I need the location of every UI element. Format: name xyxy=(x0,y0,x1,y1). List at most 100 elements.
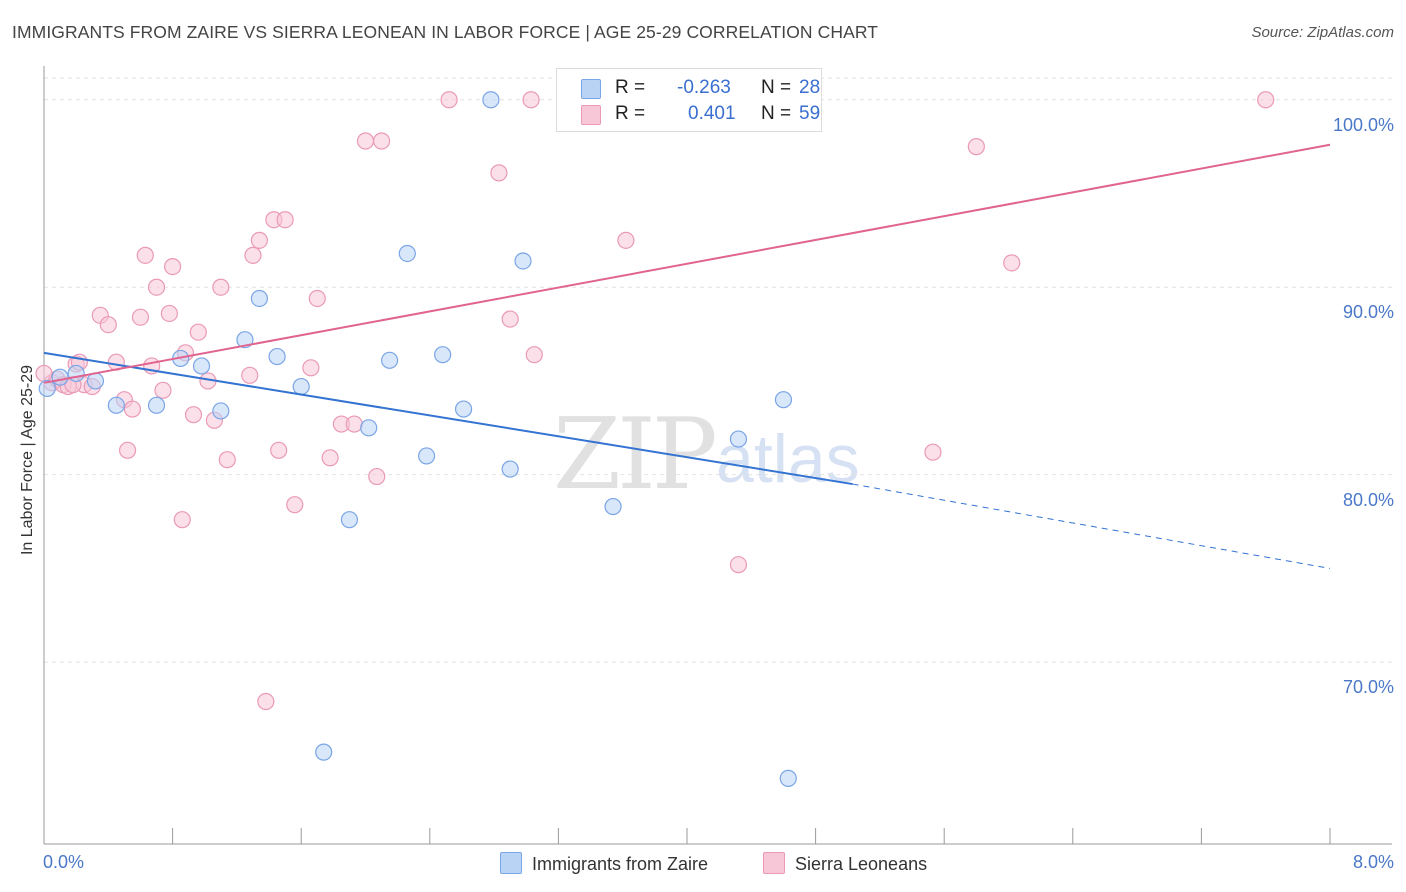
sierra-leonean-point xyxy=(490,164,508,182)
sierra-leonean-point xyxy=(501,310,519,328)
sierra-leone-r-value: 0.401 xyxy=(688,103,736,124)
zaire-swatch xyxy=(581,79,601,99)
zaire-legend-label: Immigrants from Zaire xyxy=(532,854,709,874)
sierra-leonean-point xyxy=(302,359,320,377)
zaire-point xyxy=(67,364,85,383)
sierra-leonean-point xyxy=(525,346,543,364)
zaire-legend-swatch xyxy=(500,852,522,874)
sierra-leonean-point xyxy=(924,443,942,461)
sierra-leonean-points xyxy=(35,91,1275,711)
sierra-leonean-point xyxy=(131,308,150,326)
zaire-n-value: 28 xyxy=(799,77,821,98)
zaire-point xyxy=(315,743,333,761)
sierra-leonean-point xyxy=(729,556,748,574)
y-tick-label: 80.0% xyxy=(1342,489,1394,510)
zaire-point xyxy=(360,419,378,437)
sierra-leonean-point xyxy=(173,511,191,529)
sierra-leonean-point xyxy=(123,400,142,418)
zaire-point xyxy=(434,346,452,364)
sierra-leonean-point xyxy=(147,278,166,296)
zaire-points xyxy=(38,91,797,787)
chart-title: IMMIGRANTS FROM ZAIRE VS SIERRA LEONEAN … xyxy=(12,22,879,42)
r-label: R = xyxy=(615,103,646,124)
sierra-leonean-point xyxy=(321,449,339,467)
sierra-leonean-point xyxy=(270,441,288,459)
zaire-point xyxy=(501,460,519,478)
zaire-point xyxy=(381,351,399,369)
sierra-leonean-point xyxy=(160,304,178,323)
sierra-leonean-point xyxy=(440,91,458,109)
sierra-leonean-point xyxy=(99,316,117,334)
sierra-leonean-point xyxy=(257,692,275,711)
sierra-leonean-point xyxy=(1003,254,1021,272)
zaire-point xyxy=(192,357,211,375)
legend-item-zaire[interactable]: Immigrants from Zaire xyxy=(500,852,708,875)
sierra-leonean-point xyxy=(189,323,207,341)
sierra-leone-swatch xyxy=(581,105,601,125)
sierra-leonean-trend-line xyxy=(43,143,1331,384)
zaire-trend-line xyxy=(43,351,853,486)
sierra-leonean-point xyxy=(276,211,294,229)
sierra-leonean-point xyxy=(308,289,326,308)
y-tick-label: 70.0% xyxy=(1342,677,1394,698)
zaire-point xyxy=(779,769,797,787)
zaire-point xyxy=(212,402,230,420)
sierra-leonean-point xyxy=(35,364,53,383)
x-tick-label-min: 0.0% xyxy=(43,852,85,872)
zaire-point xyxy=(268,347,286,366)
sierra-leonean-point xyxy=(372,132,391,150)
legend-item-sierra-leone[interactable]: Sierra Leoneans xyxy=(763,852,927,875)
sierra-leone-legend-swatch xyxy=(763,852,785,874)
zaire-r-value: -0.263 xyxy=(677,77,731,98)
sierra-leonean-point xyxy=(118,441,137,459)
sierra-leonean-point xyxy=(967,138,985,156)
sierra-leone-legend-label: Sierra Leoneans xyxy=(795,854,928,874)
sierra-leonean-point xyxy=(356,132,375,150)
zaire-point xyxy=(482,91,500,109)
y-tick-label: 100.0% xyxy=(1332,114,1394,135)
zaire-point xyxy=(38,379,56,398)
source-label: Source: ZipAtlas.com xyxy=(1251,24,1394,41)
zaire-point xyxy=(774,391,793,409)
n-label: N = xyxy=(761,103,792,124)
zaire-point xyxy=(292,377,310,396)
sierra-leonean-point xyxy=(241,366,259,384)
zaire-point xyxy=(340,511,359,529)
sierra-leonean-point xyxy=(250,231,269,249)
zaire-point xyxy=(147,396,166,414)
x-tick-label-max: 8.0% xyxy=(1352,852,1394,872)
zaire-point xyxy=(51,368,69,386)
n-label: N = xyxy=(761,77,792,98)
sierra-leonean-point xyxy=(522,91,540,109)
sierra-leonean-point xyxy=(617,231,635,249)
trend-lines xyxy=(43,143,1331,569)
zaire-point xyxy=(417,447,436,465)
zaire-point xyxy=(250,289,269,308)
zaire-point xyxy=(604,497,622,516)
watermark-zip: ZIP xyxy=(553,398,718,512)
sierra-leonean-point xyxy=(345,415,363,433)
sierra-leonean-point xyxy=(164,257,182,276)
sierra-leonean-point xyxy=(218,451,236,469)
zaire-point xyxy=(107,396,125,414)
zaire-point xyxy=(398,244,416,263)
zaire-trend-extension xyxy=(852,483,1331,569)
zaire-point xyxy=(514,252,532,270)
r-label: R = xyxy=(615,77,646,98)
sierra-leone-n-value: 59 xyxy=(799,103,821,124)
sierra-leonean-point xyxy=(136,246,154,264)
sierra-leonean-point xyxy=(154,381,172,399)
zaire-point xyxy=(729,430,748,448)
y-axis-label: In Labor Force | Age 25-29 xyxy=(19,364,36,556)
sierra-leonean-point xyxy=(212,278,230,296)
correlation-legend: R = -0.263 N = 28 R = 0.401 N = 59 xyxy=(556,68,822,132)
zaire-point xyxy=(454,400,473,418)
zaire-point xyxy=(236,331,254,349)
sierra-leonean-point xyxy=(1257,91,1275,109)
sierra-leonean-point xyxy=(184,406,203,424)
y-tick-label: 90.0% xyxy=(1342,302,1394,323)
sierra-leonean-point xyxy=(286,496,304,514)
axes xyxy=(43,66,1392,845)
sierra-leonean-point xyxy=(244,246,262,264)
